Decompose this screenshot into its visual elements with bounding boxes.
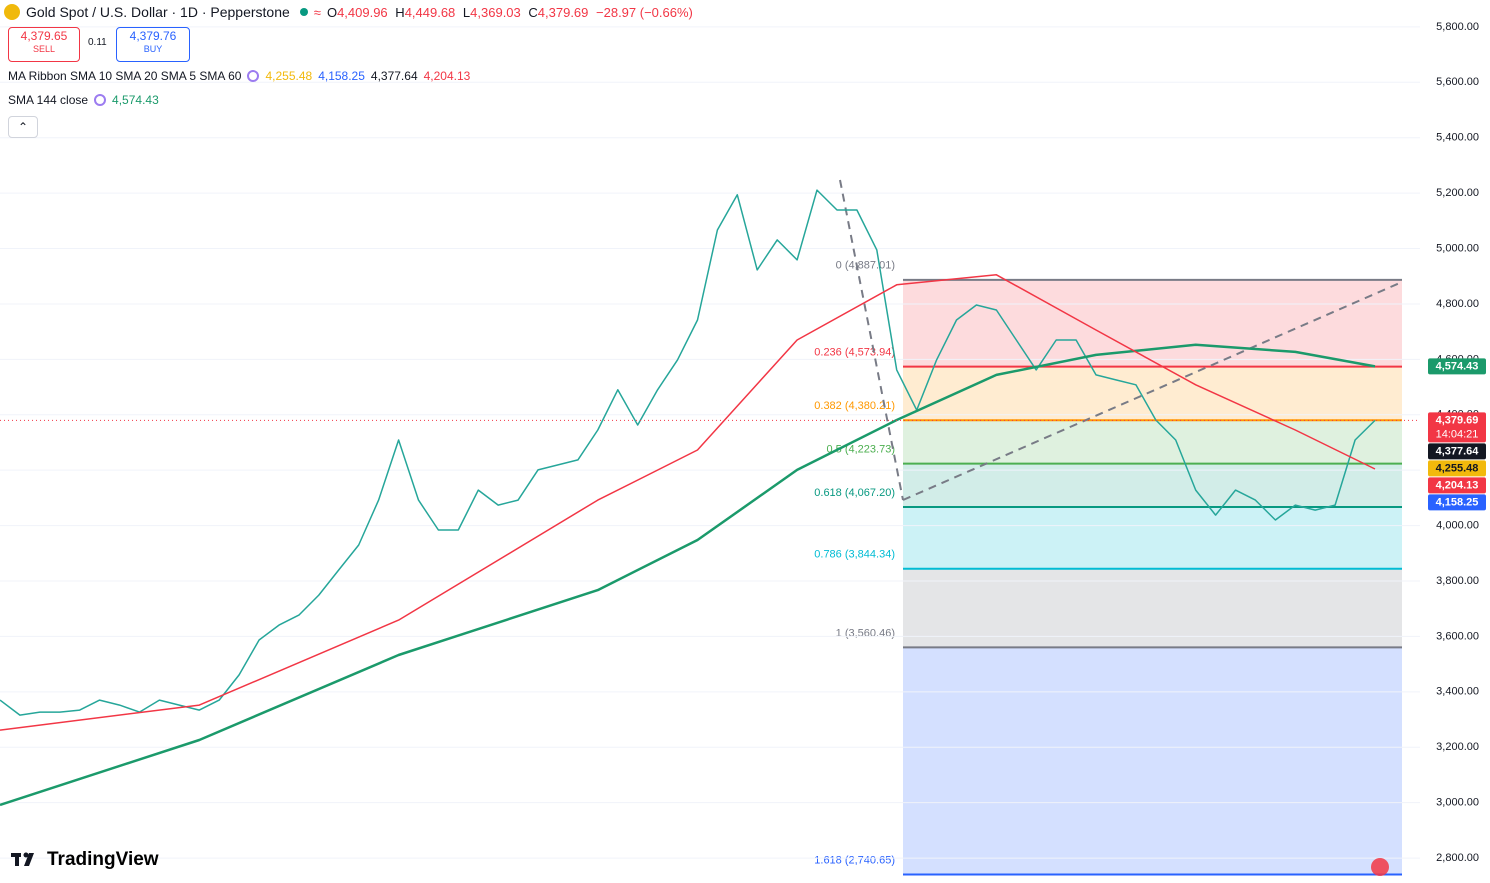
price-tag-label: 4,158.25 [1436,496,1479,508]
series [0,189,1420,807]
price-tag [1428,460,1486,477]
logo: TradingView [11,849,159,870]
spread: 0.11 [88,37,107,48]
price-tag-label: 4,379.69 [1436,414,1479,426]
trend-line [902,281,1403,501]
indicator-row: SMA 144 close 4,574.43 [8,93,159,107]
y-tick-label: 5,600.00 [1436,76,1479,88]
collapse-button[interactable]: ⌃ [8,116,38,138]
fib-zone [903,420,1402,464]
fib-zone [903,568,1402,648]
sell-price: 4,379.65 [20,29,68,43]
fib-label: 0.236 (4,573.94) [814,346,895,358]
price-tag-label: 4,204.13 [1436,479,1479,491]
indicator-icon [247,70,260,82]
ohlc-value: 4,449.68 [404,4,456,20]
trend-line [839,179,904,501]
y-tick-label: 3,600.00 [1436,630,1479,642]
fib-label: 0.618 (4,067.20) [814,487,895,499]
ohlc-value: 4,369.03 [470,4,521,20]
y-tick-label: 4,800.00 [1436,298,1479,310]
series-line [0,343,1376,807]
ohlc: O4,409.96 H4,449.68 L4,369.03 C4,379.69 … [327,5,697,20]
fib-zone [903,279,1402,367]
y-tick-label: 3,800.00 [1436,575,1479,587]
change: −28.97 (−0.66%) [596,4,693,20]
buy-label: BUY [143,44,163,54]
y-tick-label: 5,400.00 [1436,132,1479,144]
price-tag-label: 4,574.43 [1436,360,1479,372]
price-tag [1428,494,1486,511]
ohlc-key: C [528,4,538,20]
y-tick-label: 2,800.00 [1436,852,1479,864]
price-tag-label: 4,377.64 [1436,445,1480,457]
series-line [0,274,1376,731]
fib-zone [903,506,1402,569]
price-tags: 4,574.43 4,379.69 14:04:21 4,377.64 4,255.48… [1428,358,1486,511]
price-tag-time: 14:04:21 [1436,428,1479,440]
price-tag [1428,477,1486,494]
sell-label: SELL [32,44,56,54]
grid [0,26,1420,859]
indicator-value: 4,574.43 [112,93,159,107]
buy-button[interactable]: 4,379.76 BUY [116,27,190,62]
status-icon: ≈ [313,4,321,20]
indicator-row: MA Ribbon SMA 10 SMA 20 SMA 5 SMA 60 4,25… [8,69,470,83]
brand: TradingView [47,849,159,870]
price-tag [1428,443,1486,460]
indicator-value: 4,377.64 [370,69,418,83]
price-tag [1428,358,1486,375]
ohlc-value: 4,379.69 [537,4,589,20]
indicator-value: 4,204.13 [423,69,471,83]
indicator-value: 4,255.48 [265,69,313,83]
y-tick-label: 3,200.00 [1436,741,1479,753]
ohlc-key: O [326,4,338,20]
fib-zone [903,366,1402,421]
symbol: Gold Spot / U.S. Dollar · 1D · Peppersto… [26,4,290,20]
fib-label: 1 (3,560.46) [836,627,895,639]
fib-zone [903,463,1402,507]
symbol-row: Gold Spot / U.S. Dollar · 1D · Peppersto… [4,4,697,20]
y-tick-label: 4,000.00 [1436,519,1479,531]
indicator-icon [94,94,107,106]
ohlc-key: H [395,4,405,20]
price-tag-label: 4,255.48 [1436,462,1479,474]
y-tick-label: 5,800.00 [1436,21,1479,33]
indicator-name: MA Ribbon SMA 10 SMA 20 SMA 5 SMA 60 [8,69,242,83]
fib-label: 0.382 (4,380.21) [814,400,895,412]
status-dot [299,8,308,16]
fib-label: 0 (4,887.01) [836,260,895,272]
price-tag [1428,412,1486,443]
symbol-icon [4,4,20,20]
ohlc-key: L [462,4,471,20]
y-tick-label: 3,400.00 [1436,686,1479,698]
y-tick-label: 3,000.00 [1436,797,1479,809]
fib-label: 0.786 (3,844.34) [814,549,895,561]
buy-price: 4,379.76 [129,29,177,43]
fibonacci: 0 (4,887.01) 0.236 (4,573.94) 0.382 (4,380… [814,260,1402,876]
indicator-value: 4,158.25 [318,69,365,83]
y-tick-label: 5,000.00 [1436,242,1479,254]
fib-label: 1.618 (2,740.65) [814,854,895,866]
y-tick-label: 5,200.00 [1436,187,1479,199]
fib-zone [903,647,1402,875]
sell-button[interactable]: 4,379.65 SELL [8,27,80,62]
ohlc-value: 4,409.96 [337,4,388,20]
series-line [0,189,1376,716]
flag-icon [1371,858,1389,876]
indicator-name: SMA 144 close [8,93,89,107]
